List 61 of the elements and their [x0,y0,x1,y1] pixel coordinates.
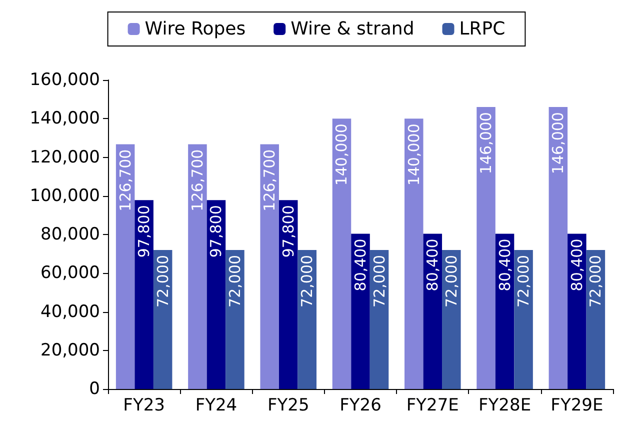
y-tick-label: 80,000 [40,224,100,244]
data-label: 72,000 [586,254,605,308]
x-tick-label: FY24 [195,396,238,416]
bar [116,144,135,389]
bar [351,234,370,389]
data-label: 72,000 [514,254,533,308]
bar [514,250,533,389]
x-tick-label: FY26 [340,396,382,416]
bar [332,118,352,389]
data-label: 72,000 [370,254,388,308]
x-tick-label: FY27E [406,396,459,416]
bar [476,107,496,389]
bar [586,250,606,389]
y-tick-label: 60,000 [40,263,100,284]
data-label: 140,000 [332,124,351,186]
bar [370,250,389,389]
data-label: 80,400 [568,238,586,292]
bar [423,234,442,389]
bar [404,118,424,389]
y-tick-label: 20,000 [40,340,100,360]
data-label: 126,700 [188,149,206,212]
bar [260,144,279,389]
y-tick-label: 160,000 [30,70,100,90]
bar [568,234,586,389]
data-label: 126,700 [116,149,134,212]
data-label: 97,800 [279,205,298,258]
data-label: 80,400 [496,238,514,292]
bar [206,200,226,389]
bar [495,234,514,389]
bar [188,144,207,389]
data-label: 140,000 [404,124,423,186]
data-label: 97,800 [207,205,226,258]
bar [153,250,172,389]
y-tick-label: 40,000 [40,302,100,322]
data-label: 72,000 [442,254,460,308]
x-tick-label: FY28E [478,396,532,416]
data-label: 72,000 [154,254,172,308]
bar [134,200,154,389]
legend-label: Wire & strand [290,18,414,40]
y-tick-label: 120,000 [30,147,100,168]
data-label: 80,400 [352,238,370,292]
bar [226,250,244,389]
y-tick-label: 100,000 [30,186,100,206]
data-label: 72,000 [226,254,244,308]
legend-label: Wire Ropes [144,18,246,40]
data-label: 146,000 [477,112,496,174]
bar [298,250,316,389]
data-label: 72,000 [298,254,316,308]
bar [278,200,298,389]
x-tick-label: FY25 [267,396,310,416]
bar [548,107,568,389]
x-tick-label: FY29E [550,396,604,416]
data-label: 97,800 [135,205,154,258]
data-label: 80,400 [424,238,442,292]
bar [442,250,461,389]
x-tick-label: FY23 [123,396,165,416]
legend-label: LRPC [459,18,506,40]
y-tick-label: 0 [89,379,100,399]
data-label: 126,700 [260,149,279,212]
data-label: 146,000 [549,112,568,174]
y-tick-label: 140,000 [30,108,100,129]
